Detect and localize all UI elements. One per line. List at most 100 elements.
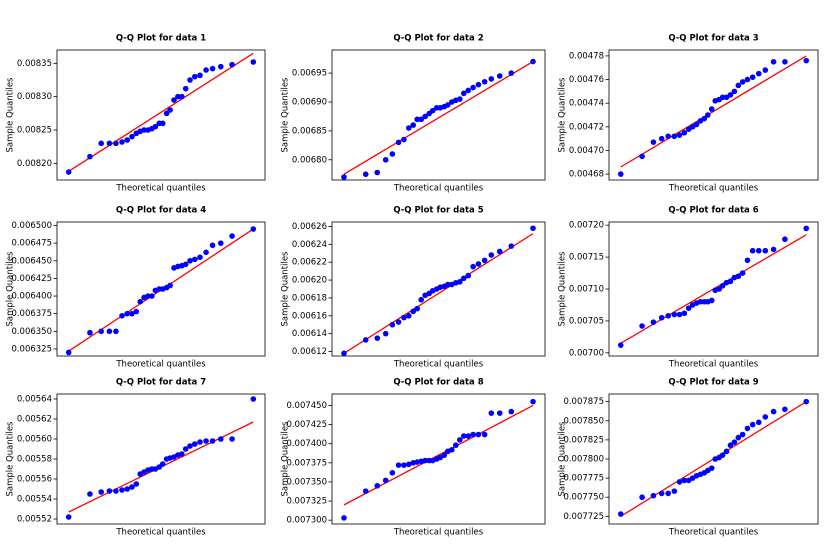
point — [457, 96, 463, 102]
point — [755, 419, 762, 426]
y-tick-label: 0.006400 — [11, 292, 52, 302]
y-tick-label: 0.00685 — [292, 126, 327, 136]
point — [410, 308, 417, 315]
point — [723, 448, 730, 455]
point — [744, 425, 751, 432]
y-tick-label: 0.00720 — [569, 221, 604, 231]
point — [639, 323, 645, 329]
point — [250, 226, 257, 232]
point — [803, 398, 810, 405]
y-tick-label: 0.007750 — [563, 493, 604, 503]
point — [182, 261, 189, 268]
point — [617, 342, 624, 348]
y-tick-label: 0.00620 — [292, 276, 327, 286]
point — [727, 278, 734, 285]
y-tick-label: 0.00695 — [292, 69, 327, 79]
plot-area — [341, 398, 536, 521]
point — [422, 113, 428, 120]
point — [671, 133, 678, 140]
point — [470, 84, 476, 91]
point — [770, 408, 777, 415]
point — [445, 102, 451, 108]
y-tick-label: 0.00835 — [17, 59, 52, 69]
y-tick-label: 0.00690 — [292, 98, 327, 108]
fit-line — [343, 60, 534, 175]
y-axis-label: Sample Quantiles — [6, 251, 16, 327]
axes-frame — [331, 221, 546, 357]
y-tick-label: 0.006350 — [11, 327, 52, 337]
y-tick-label: 0.006500 — [11, 221, 52, 231]
point — [149, 293, 155, 299]
point — [106, 328, 113, 335]
y-tick-label: 0.007850 — [563, 416, 604, 426]
y-axis-label: Sample Quantiles — [281, 251, 291, 327]
point — [465, 433, 472, 439]
subplot: Q-Q Plot for data 6 Theoretical quantiles… — [558, 206, 819, 370]
point — [530, 398, 536, 405]
y-tick-label: 0.007300 — [286, 516, 327, 526]
point — [697, 298, 704, 305]
point — [182, 446, 189, 452]
point — [250, 396, 257, 402]
plot-area — [65, 52, 257, 175]
point — [341, 174, 347, 180]
point — [401, 314, 407, 321]
plot-area — [617, 225, 810, 348]
point — [719, 94, 726, 101]
y-tick-label: 0.007775 — [563, 474, 604, 484]
point — [762, 414, 769, 420]
subplot: Q-Q Plot for data 5 Theoretical quantiles… — [281, 206, 546, 370]
point — [739, 79, 746, 85]
y-tick-label: 0.006450 — [11, 256, 52, 266]
y-tick-label: 0.00552 — [17, 515, 52, 525]
y-tick-label: 0.00820 — [17, 159, 52, 169]
point — [782, 236, 788, 243]
x-axis-label: Theoretical quantiles — [393, 184, 484, 194]
point — [658, 490, 665, 497]
point — [449, 447, 455, 453]
point — [197, 254, 203, 261]
subplot: Q-Q Plot for data 8 Theoretical quantiles… — [281, 378, 546, 538]
point — [457, 279, 463, 285]
point — [719, 452, 726, 458]
point — [389, 469, 396, 476]
point — [681, 129, 688, 136]
point — [163, 110, 170, 117]
point — [106, 488, 113, 494]
point — [187, 443, 193, 449]
point — [496, 410, 503, 416]
point — [362, 337, 369, 343]
y-tick-label: 0.00825 — [17, 126, 52, 136]
point — [481, 78, 488, 85]
point — [665, 490, 672, 497]
point — [382, 156, 389, 163]
axes-frame — [608, 49, 819, 181]
point — [755, 70, 762, 77]
y-tick-label: 0.00474 — [569, 99, 604, 109]
y-tick-label: 0.00622 — [292, 258, 327, 268]
point — [735, 273, 742, 280]
y-tick-label: 0.00618 — [292, 293, 327, 303]
point — [460, 90, 467, 97]
point — [124, 486, 130, 492]
point — [782, 59, 788, 65]
point — [133, 308, 140, 315]
point — [749, 247, 756, 254]
point — [175, 93, 181, 100]
point — [341, 350, 347, 356]
point — [192, 73, 198, 80]
point — [445, 281, 451, 288]
point — [87, 329, 93, 336]
chart-title: Q-Q Plot for data 5 — [393, 206, 483, 216]
y-tick-label: 0.007350 — [286, 477, 327, 487]
point — [167, 282, 173, 289]
point — [650, 319, 657, 325]
y-tick-label: 0.00556 — [17, 475, 52, 485]
point — [453, 442, 459, 449]
point — [460, 433, 467, 439]
point — [744, 257, 751, 264]
y-tick-label: 0.00564 — [17, 395, 52, 405]
y-tick-label: 0.00554 — [17, 495, 52, 505]
point — [119, 139, 125, 145]
